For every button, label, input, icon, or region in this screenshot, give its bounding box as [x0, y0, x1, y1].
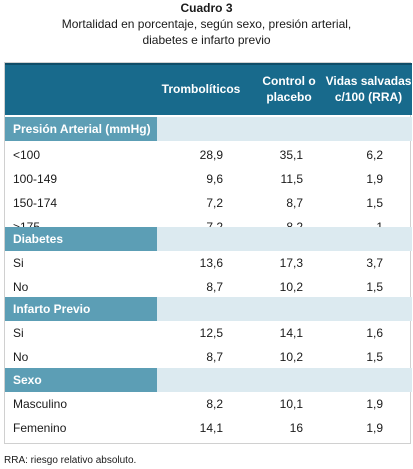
row-label: No	[13, 280, 29, 294]
section-blood-pressure: Presión Arterial (mmHg)	[5, 117, 412, 141]
mortality-table: Trombolíticos Control o placebo Vidas sa…	[4, 62, 412, 444]
section-label: Diabetes	[13, 232, 64, 246]
cell-thrombolytics: 8,7	[206, 350, 223, 364]
row-label: Femenino	[13, 421, 67, 435]
table-row: Si 13,6 17,3 3,7	[5, 251, 412, 275]
column-header-control: Control o placebo	[262, 74, 316, 104]
cell-thrombolytics: 12,5	[199, 326, 223, 340]
cell-lives-saved: 1,5	[366, 350, 383, 364]
section-previous-infarction: Infarto Previo	[5, 297, 412, 321]
column-header-thrombolytics: Trombolíticos	[161, 82, 241, 96]
cell-thrombolytics: 7,2	[206, 196, 223, 210]
table-row: Si 12,5 14,1 1,6	[5, 321, 412, 345]
cell-thrombolytics: 9,6	[206, 172, 223, 186]
cell-lives-saved: 6,2	[366, 148, 383, 162]
section-label: Infarto Previo	[13, 302, 91, 316]
cell-lives-saved: 1,9	[366, 421, 383, 435]
table-title: Mortalidad en porcentaje, según sexo, pr…	[61, 17, 352, 47]
table-row: Masculino 8,2 10,1 1,9	[5, 392, 412, 416]
cell-control: 16	[289, 421, 303, 435]
cell-thrombolytics: 8,2	[206, 397, 223, 411]
row-label: 100-149	[13, 172, 58, 186]
table-row: 150-174 7,2 8,7 1,5	[5, 191, 412, 215]
cell-lives-saved: 1,5	[366, 280, 383, 294]
cell-control: 8,7	[286, 196, 303, 210]
row-label: <100	[13, 148, 41, 162]
table-header: Trombolíticos Control o placebo Vidas sa…	[5, 63, 412, 115]
cell-control: 10,2	[279, 350, 303, 364]
cell-lives-saved: 1,9	[366, 172, 383, 186]
cell-control: 35,1	[279, 148, 303, 162]
cell-control: 11,5	[280, 172, 303, 186]
row-label: Si	[13, 256, 24, 270]
cell-thrombolytics: 14,1	[199, 421, 223, 435]
row-label: Masculino	[13, 397, 68, 411]
cell-control: 10,2	[279, 280, 303, 294]
cell-lives-saved: 3,7	[366, 256, 383, 270]
table-row: No 8,7 10,2 1,5	[5, 345, 412, 369]
table-number: Cuadro 3	[180, 1, 233, 15]
cell-control: 10,1	[279, 397, 303, 411]
cell-lives-saved: 1,6	[366, 326, 383, 340]
cell-thrombolytics: 13,6	[199, 256, 223, 270]
cell-control: 14,1	[279, 326, 303, 340]
header-top-rule	[5, 63, 412, 65]
table-row: No 8,7 10,2 1,5	[5, 275, 412, 299]
cell-thrombolytics: 8,7	[206, 280, 223, 294]
section-sex: Sexo	[5, 368, 412, 392]
table-caption: Cuadro 3 Mortalidad en porcentaje, según…	[0, 1, 413, 48]
section-label: Presión Arterial (mmHg)	[13, 122, 151, 136]
row-label: 150-174	[13, 196, 58, 210]
section-diabetes: Diabetes	[5, 227, 412, 251]
cell-lives-saved: 1,9	[366, 397, 383, 411]
section-label: Sexo	[13, 373, 42, 387]
cell-thrombolytics: 28,9	[199, 148, 223, 162]
cell-lives-saved: 1,5	[366, 196, 383, 210]
row-label: No	[13, 350, 29, 364]
row-label: Si	[13, 326, 24, 340]
table-row: <100 28,9 35,1 6,2	[5, 143, 412, 167]
column-header-lives-saved: Vidas salvadas c/100 (RRA)	[325, 74, 412, 104]
table-row: 100-149 9,6 11,5 1,9	[5, 167, 412, 191]
table-footnote: RRA: riesgo relativo absoluto.	[4, 455, 137, 466]
table-row: Femenino 14,1 16 1,9	[5, 416, 412, 440]
cell-control: 17,3	[279, 256, 303, 270]
